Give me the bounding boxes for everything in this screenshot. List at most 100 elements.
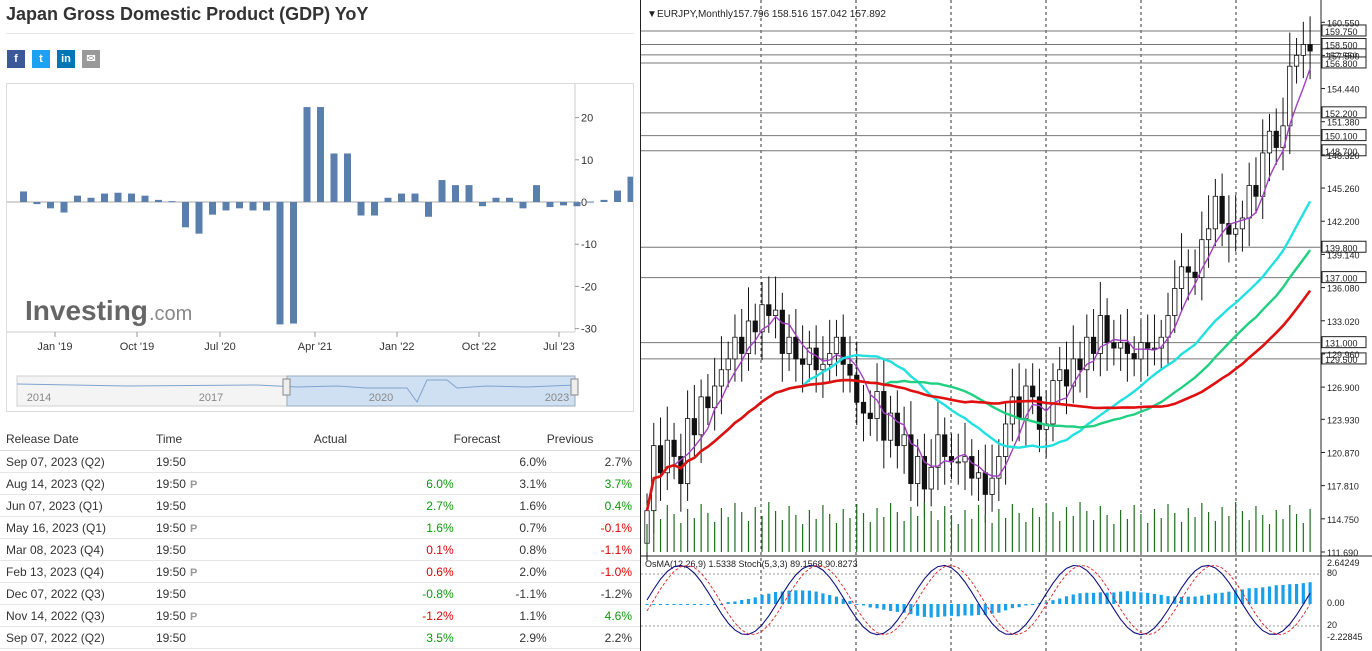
- osma-bar: [1091, 592, 1096, 604]
- actual-cell-text: 6.0%: [426, 476, 454, 491]
- candle-body: [678, 456, 684, 484]
- actual-cell: -1.2%: [313, 604, 454, 627]
- gdp-bar: [519, 202, 527, 209]
- osma-bar: [1173, 596, 1177, 604]
- level-label: 129.500: [1325, 355, 1358, 365]
- candle-body: [1287, 65, 1293, 127]
- osma-bar: [1159, 594, 1163, 604]
- osma-bar: [1220, 592, 1224, 604]
- candle-body: [786, 336, 792, 354]
- level-label: 137.000: [1325, 274, 1358, 284]
- osma-bar: [780, 591, 784, 604]
- osma-bar: [976, 604, 981, 616]
- facebook-icon[interactable]: f: [7, 50, 25, 68]
- preliminary-icon[interactable]: P: [189, 478, 198, 491]
- osma-bar: [1301, 583, 1305, 604]
- candle-body: [1036, 396, 1043, 430]
- candle-body: [1165, 315, 1171, 338]
- preliminary-icon[interactable]: P: [189, 566, 198, 579]
- investing-logo: Investing: [25, 295, 148, 326]
- candle-body: [1084, 336, 1090, 371]
- osma-bar: [828, 595, 832, 604]
- previous-cell-text: 2.7%: [604, 454, 632, 469]
- chart-symbol-label: EURJPY,Monthly: [657, 9, 733, 20]
- level-label-box: [1321, 271, 1367, 284]
- candle-body: [1293, 54, 1300, 67]
- release-date-cell: Feb 13, 2023 (Q4): [0, 560, 156, 583]
- header-actual[interactable]: Actual: [313, 428, 454, 451]
- osma-bar: [685, 604, 690, 605]
- release-date-cell: Jun 07, 2023 (Q1): [0, 494, 156, 517]
- candles: [644, 16, 1313, 561]
- osma-bar: [1261, 587, 1265, 604]
- time-cell-text: 19:50: [155, 476, 186, 491]
- preliminary-icon[interactable]: P: [189, 610, 198, 623]
- y-tick-label: -30: [581, 324, 597, 336]
- candle-body: [1070, 358, 1076, 387]
- osma-bar: [868, 604, 872, 608]
- gdp-bar: [533, 185, 540, 202]
- osma-bar: [848, 601, 852, 604]
- osma-bar: [841, 598, 845, 604]
- release-date-cell-text: Jun 07, 2023 (Q1): [6, 498, 103, 513]
- linkedin-icon[interactable]: in: [57, 50, 75, 68]
- y-tick-label: 0: [581, 197, 587, 209]
- x-tick-label: Jan '22: [379, 341, 414, 353]
- forecast-cell-text: 3.1%: [519, 476, 547, 491]
- stoch-main-line: [646, 564, 1311, 636]
- osma-bar: [983, 604, 987, 615]
- osma-bar: [1051, 600, 1055, 604]
- gdp-bar: [357, 202, 365, 216]
- gdp-bar: [546, 202, 554, 208]
- navigator-right-handle: [570, 378, 579, 396]
- osma-bar: [726, 602, 730, 604]
- candle-body: [901, 434, 907, 447]
- candle-body: [847, 363, 853, 376]
- table-row: Sep 07, 2022 (Q2) 19:50 3.5% 2.9% 2.2%: [0, 626, 640, 649]
- release-date-cell: Aug 14, 2023 (Q2): [0, 472, 156, 495]
- candle-body: [1307, 44, 1313, 52]
- osma-bar: [679, 604, 683, 605]
- osma-bar: [645, 604, 649, 605]
- candle-body: [962, 456, 968, 463]
- gdp-bar: [263, 202, 270, 211]
- release-date-cell-text: May 16, 2023 (Q1): [6, 520, 107, 535]
- volume-bars: [646, 502, 1311, 552]
- gdp-bar: [398, 193, 405, 202]
- navigator-left-handle: [282, 378, 291, 396]
- header-release-date[interactable]: Release Date: [0, 428, 156, 451]
- header-forecast[interactable]: Forecast: [453, 428, 547, 451]
- preliminary-icon[interactable]: P: [189, 522, 198, 535]
- candle-body: [745, 320, 752, 354]
- range-navigator: 2014 2017 2020 2023: [16, 375, 579, 407]
- actual-cell-text: 3.5%: [426, 630, 454, 645]
- osma-bar: [882, 604, 886, 610]
- table-row: Dec 07, 2022 (Q3) 19:50 -0.8% -1.1% -1.2%: [0, 582, 640, 605]
- time-cell: 19:50: [155, 450, 314, 473]
- header-time[interactable]: Time: [155, 428, 314, 451]
- price-tick-label: 123.930: [1327, 415, 1360, 425]
- osma-bar: [1200, 595, 1204, 604]
- previous-cell: 2.2%: [546, 626, 640, 649]
- candle-body: [800, 358, 806, 365]
- osma-bar: [1247, 588, 1251, 604]
- previous-cell: 2.7%: [546, 450, 640, 473]
- gdp-bar: [168, 201, 176, 203]
- release-date-cell: Nov 14, 2022 (Q3): [0, 604, 156, 627]
- email-icon[interactable]: ✉: [82, 50, 100, 68]
- table-row: Sep 07, 2023 (Q2) 19:50 6.0% 2.7%: [0, 450, 640, 473]
- previous-cell: -1.2%: [546, 582, 640, 605]
- candle-body: [718, 369, 725, 387]
- header-previous[interactable]: Previous: [546, 428, 640, 451]
- twitter-icon[interactable]: t: [32, 50, 50, 68]
- level-label: 148.700: [1325, 147, 1358, 157]
- actual-cell-text: 1.6%: [426, 520, 454, 535]
- osma-bar: [1037, 603, 1042, 605]
- forecast-cell: 0.7%: [453, 516, 547, 539]
- level-label-box: [1321, 240, 1367, 253]
- oscillator-tick-label: 0.00: [1327, 598, 1345, 608]
- price-tick-label: 154.440: [1327, 85, 1360, 95]
- time-cell: 19:50: [155, 538, 314, 561]
- navigator-selection: [286, 375, 576, 407]
- gdp-bar: [411, 193, 419, 202]
